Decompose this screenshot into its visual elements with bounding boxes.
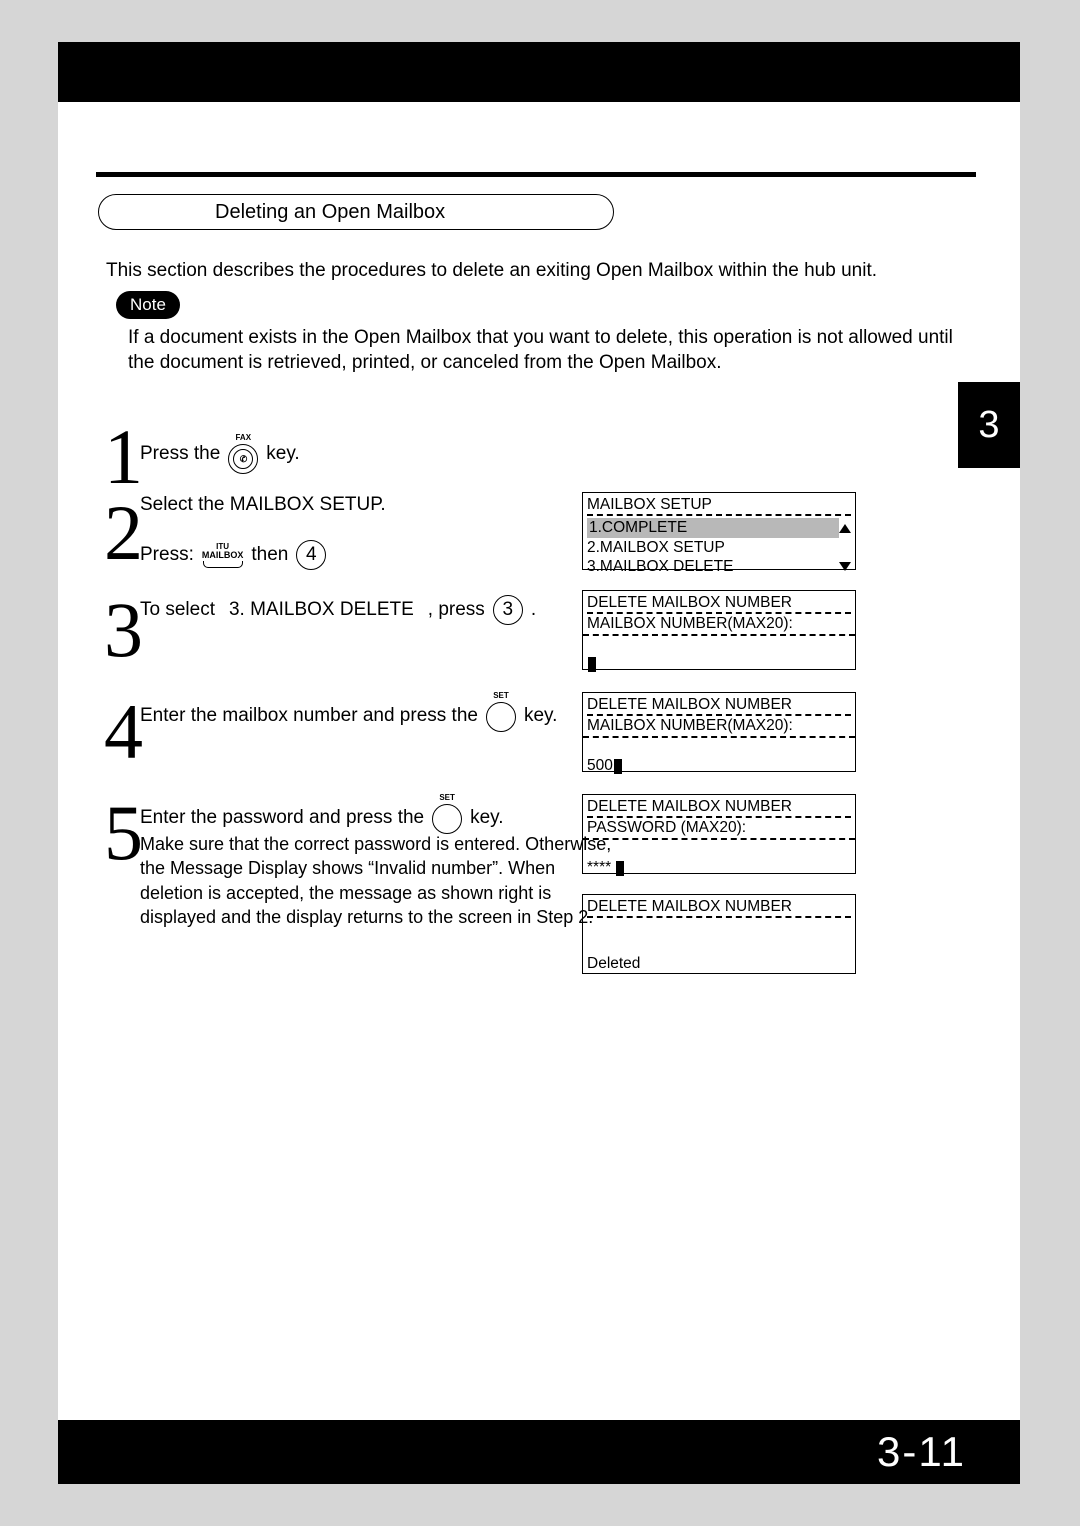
step-number-3: 3 [104, 591, 143, 669]
lcd4-value: **** [587, 859, 611, 876]
lcd-panel-3: DELETE MAILBOX NUMBER MAILBOX NUMBER(MAX… [582, 692, 856, 772]
note-label: Note [130, 295, 166, 315]
page: Deleting an Open Mailbox This section de… [58, 42, 1020, 1484]
lcd2-header: DELETE MAILBOX NUMBER [587, 593, 792, 612]
lcd4-row1: PASSWORD (MAX20): [587, 819, 746, 836]
page-number-bar: 3-11 [58, 1420, 1020, 1484]
cursor-icon [616, 861, 624, 876]
lcd4-header: DELETE MAILBOX NUMBER [587, 797, 792, 816]
set-key-icon-2: SET [432, 794, 462, 834]
headline-rule [96, 172, 976, 177]
step-1-prefix: Press the [140, 443, 220, 465]
step-number-5: 5 [104, 794, 143, 872]
step-3-b: , press [428, 599, 485, 621]
mailbox-label: MAILBOX [202, 551, 244, 560]
set-label-1: SET [493, 692, 509, 700]
step-3: To select 3. MAILBOX DELETE , press 3 . [140, 595, 536, 625]
lcd-panel-4: DELETE MAILBOX NUMBER PASSWORD (MAX20): … [582, 794, 856, 874]
step-2b-press: Press: [140, 544, 194, 566]
step-4-a: Enter the mailbox number and press the [140, 705, 478, 727]
lcd3-value: 500 [587, 757, 613, 774]
step-2-line2: Press: ITU MAILBOX then 4 [140, 540, 326, 570]
lcd1-row3: 3.MAILBOX DELETE [587, 557, 733, 576]
section-title-capsule: Deleting an Open Mailbox [98, 194, 614, 230]
lcd5-header: DELETE MAILBOX NUMBER [587, 897, 792, 916]
note-text: If a document exists in the Open Mailbox… [128, 326, 958, 375]
lcd-panel-1: MAILBOX SETUP 1.COMPLETE 2.MAILBOX SETUP… [582, 492, 856, 570]
step-2b-then: then [251, 544, 288, 566]
lcd5-value: Deleted [587, 955, 640, 972]
top-black-bar [58, 42, 1020, 102]
step-number-2: 2 [104, 494, 143, 572]
step-number-4: 4 [104, 693, 143, 771]
step-4-b: key. [524, 705, 557, 727]
chapter-side-tab: 3 [958, 382, 1020, 468]
lcd-panel-5: DELETE MAILBOX NUMBER Deleted [582, 894, 856, 974]
step-5-body: Make sure that the correct password is e… [140, 832, 615, 929]
down-triangle-icon [839, 562, 851, 571]
key-4-icon: 4 [296, 540, 326, 570]
step-3-mid: 3. MAILBOX DELETE [229, 599, 414, 621]
fax-label: FAX [235, 434, 251, 442]
step-3-a: To select [140, 599, 215, 621]
step-number-1: 1 [104, 418, 143, 496]
key-4-label: 4 [306, 544, 317, 566]
step-3-c: . [531, 599, 536, 621]
step-5-b: key. [470, 807, 503, 829]
key-3-icon: 3 [493, 595, 523, 625]
lcd3-row1: MAILBOX NUMBER(MAX20): [587, 717, 793, 734]
lcd-panel-2: DELETE MAILBOX NUMBER MAILBOX NUMBER(MAX… [582, 590, 856, 670]
lcd1-row2: 2.MAILBOX SETUP [587, 538, 725, 557]
step-5-a: Enter the password and press the [140, 807, 424, 829]
lcd1-header: MAILBOX SETUP [587, 495, 712, 514]
set-key-icon-1: SET [486, 692, 516, 732]
step-1: Press the FAX ✆ key. [140, 434, 300, 474]
lcd1-row1: 1.COMPLETE [587, 518, 839, 537]
step-2a-text: Select the MAILBOX SETUP. [140, 494, 386, 516]
note-pill: Note [116, 291, 180, 319]
up-triangle-icon [839, 524, 851, 533]
chapter-number: 3 [978, 404, 999, 447]
set-label-2: SET [439, 794, 455, 802]
step-1-suffix: key. [266, 443, 299, 465]
cursor-icon [614, 759, 622, 774]
key-3-label: 3 [503, 599, 514, 621]
fax-glyph: ✆ [233, 449, 253, 469]
cursor-icon [588, 657, 596, 672]
mailbox-key-icon: ITU MAILBOX [202, 543, 244, 568]
step-2-line1: Select the MAILBOX SETUP. [140, 494, 386, 516]
fax-key-icon: FAX ✆ [228, 434, 258, 474]
intro-text: This section describes the procedures to… [106, 260, 877, 282]
page-number: 3-11 [877, 1428, 966, 1476]
lcd2-row1: MAILBOX NUMBER(MAX20): [587, 615, 793, 632]
section-title: Deleting an Open Mailbox [215, 201, 445, 224]
step-4: Enter the mailbox number and press the S… [140, 696, 557, 736]
lcd3-header: DELETE MAILBOX NUMBER [587, 695, 792, 714]
